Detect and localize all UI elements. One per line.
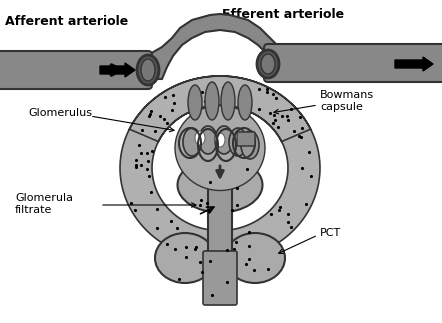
Ellipse shape xyxy=(235,131,245,145)
Ellipse shape xyxy=(215,133,225,147)
Text: Glomerulus: Glomerulus xyxy=(28,108,92,118)
Text: Afferent arteriole: Afferent arteriole xyxy=(5,15,128,28)
FancyArrow shape xyxy=(395,57,433,71)
Text: High
Pressure: High Pressure xyxy=(2,61,50,83)
Ellipse shape xyxy=(199,126,217,154)
Ellipse shape xyxy=(175,106,265,191)
Text: Bowmans
capsule: Bowmans capsule xyxy=(320,90,374,112)
Ellipse shape xyxy=(155,233,215,283)
Ellipse shape xyxy=(215,126,233,154)
Ellipse shape xyxy=(141,59,155,81)
FancyBboxPatch shape xyxy=(208,175,232,266)
Text: Efferent arteriole: Efferent arteriole xyxy=(222,8,344,21)
FancyArrow shape xyxy=(100,63,135,77)
FancyBboxPatch shape xyxy=(237,132,255,146)
Text: PCT: PCT xyxy=(320,228,341,238)
Polygon shape xyxy=(148,14,284,85)
Ellipse shape xyxy=(183,128,201,156)
FancyBboxPatch shape xyxy=(0,51,152,89)
Ellipse shape xyxy=(205,82,219,120)
Ellipse shape xyxy=(225,233,285,283)
FancyBboxPatch shape xyxy=(203,251,237,305)
Ellipse shape xyxy=(195,131,205,145)
Ellipse shape xyxy=(188,85,202,120)
Ellipse shape xyxy=(257,50,279,78)
FancyBboxPatch shape xyxy=(264,44,442,82)
Ellipse shape xyxy=(178,158,263,213)
Polygon shape xyxy=(120,76,320,260)
Ellipse shape xyxy=(137,55,159,85)
Ellipse shape xyxy=(221,82,235,120)
Ellipse shape xyxy=(238,85,252,120)
Ellipse shape xyxy=(229,128,247,156)
Text: Glomerula
filtrate: Glomerula filtrate xyxy=(15,193,73,214)
Ellipse shape xyxy=(241,131,259,159)
Ellipse shape xyxy=(261,54,275,74)
